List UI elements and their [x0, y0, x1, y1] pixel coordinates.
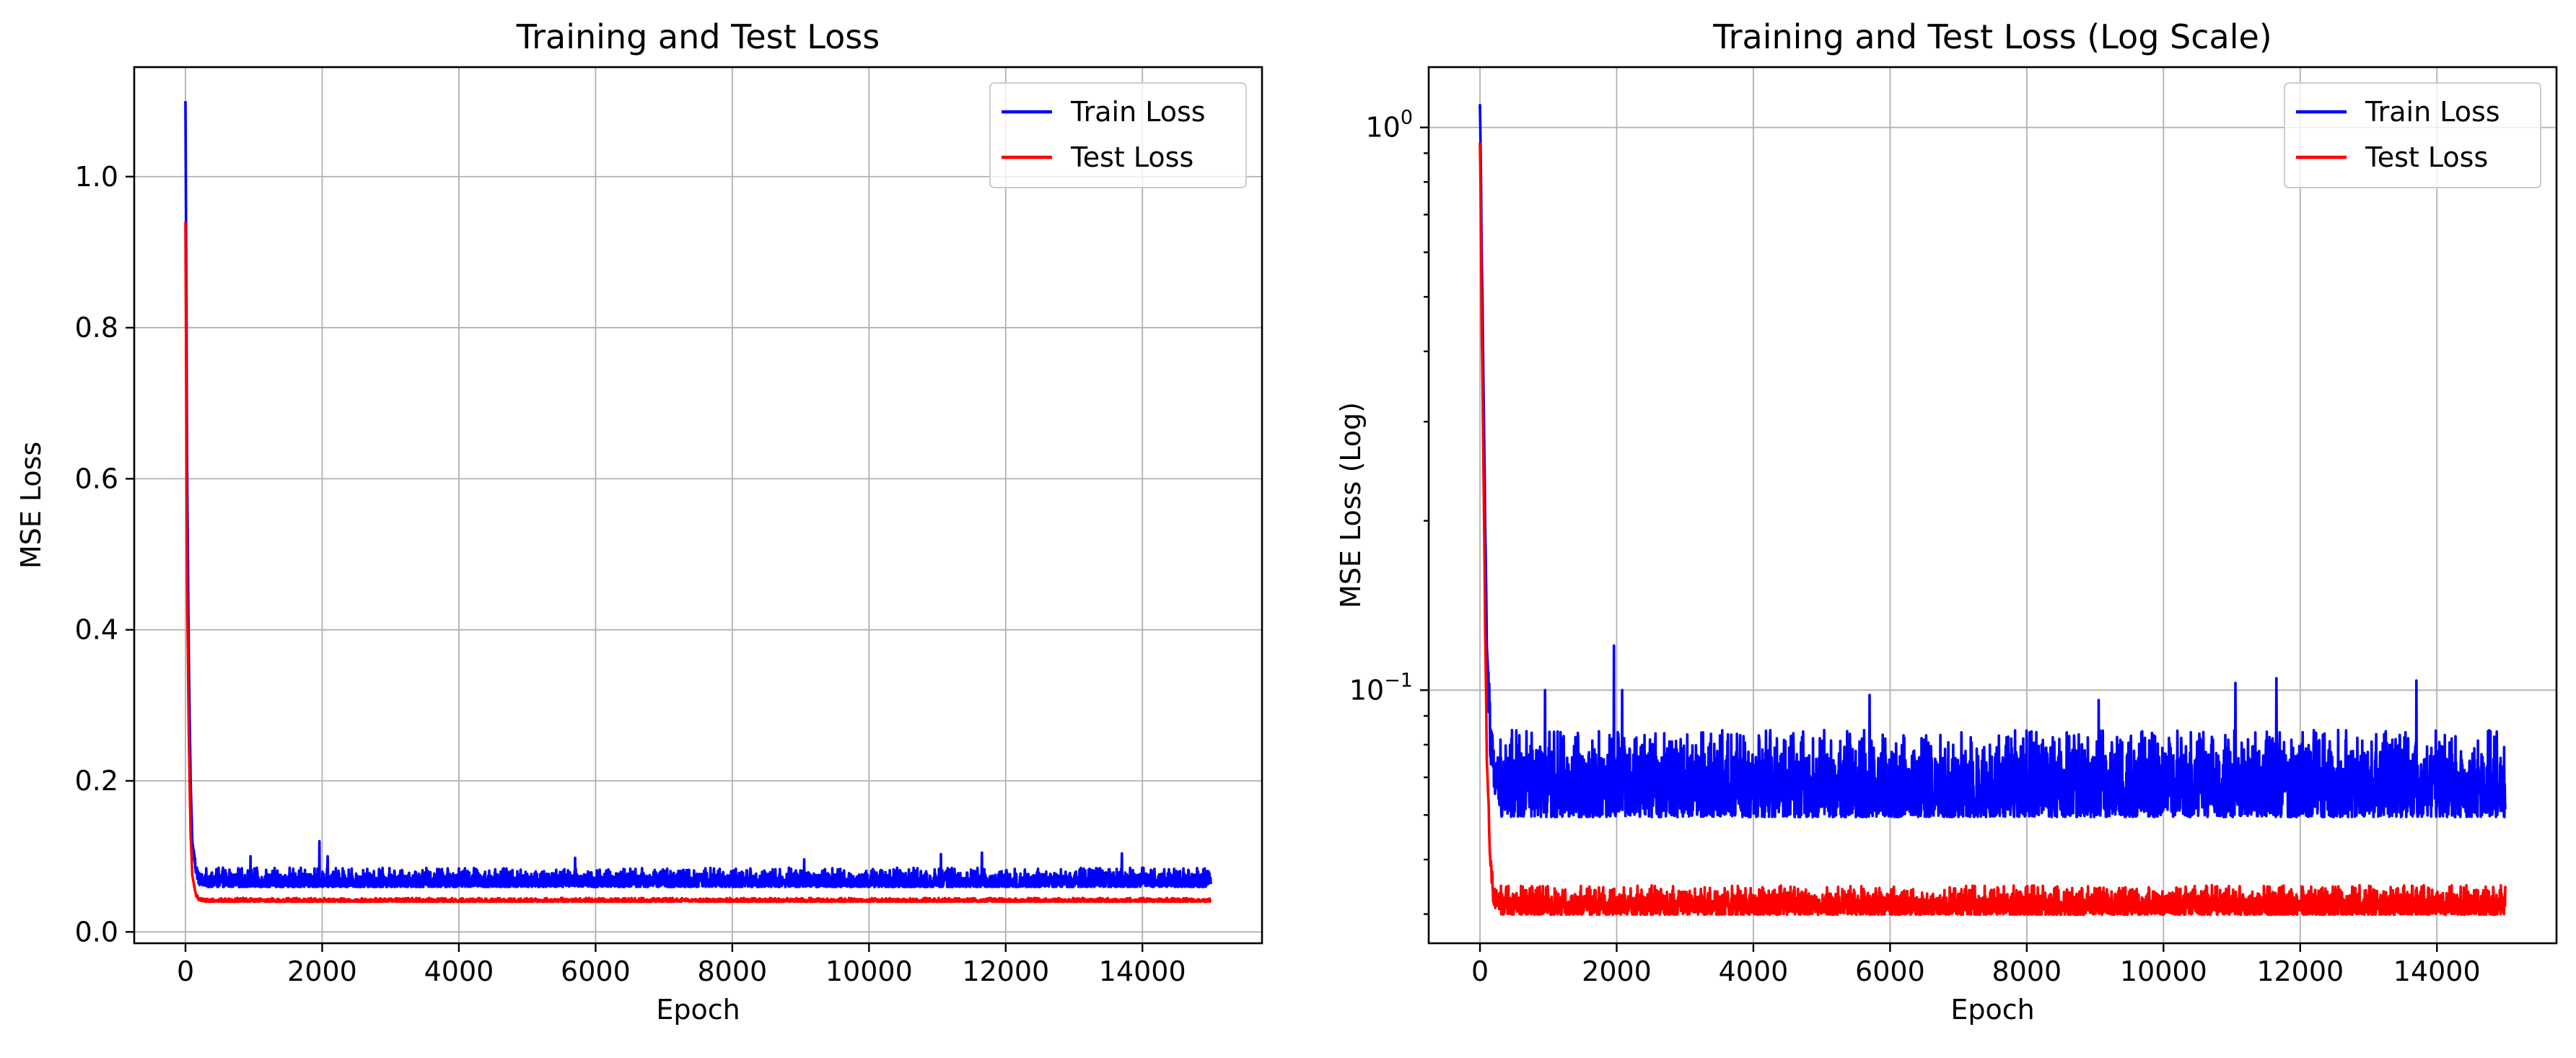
- y-tick-label: 0.0: [75, 916, 118, 948]
- y-axis: 0.0 0.2 0.4 0.6 0.8 1.0: [75, 161, 134, 948]
- legend-box: [989, 82, 1247, 188]
- legend: Train Loss Test Loss: [989, 82, 1247, 188]
- y-tick-label: 100: [1365, 107, 1413, 144]
- legend-label: Train Loss: [1070, 96, 1206, 128]
- x-tick-label: 12000: [962, 956, 1049, 987]
- y-axis-label: MSE Loss (Log): [1335, 402, 1367, 608]
- x-tick-label: 14000: [1099, 956, 1186, 987]
- legend-box: [2284, 82, 2541, 188]
- chart-title: Training and Test Loss: [516, 17, 880, 56]
- x-tick-label: 8000: [698, 956, 768, 987]
- x-tick-label: 0: [1471, 956, 1489, 987]
- series-group: [1478, 104, 2507, 917]
- x-tick-label: 14000: [2393, 956, 2481, 987]
- y-axis: 10−1 100: [1349, 107, 1429, 915]
- y-tick-label: 10−1: [1349, 669, 1413, 706]
- y-tick-label: 0.2: [75, 765, 118, 797]
- x-tick-label: 6000: [561, 956, 631, 987]
- y-tick-label: 1.0: [75, 161, 118, 193]
- series-line-test-loss: [1478, 142, 2507, 917]
- grid: [134, 67, 1262, 943]
- legend-label: Test Loss: [1070, 141, 1193, 173]
- x-axis: 0 2000 4000 6000 8000 10000 12000 14000: [1471, 943, 2481, 987]
- y-tick-label: 0.6: [75, 463, 118, 494]
- x-tick-label: 6000: [1855, 956, 1925, 987]
- x-tick-label: 10000: [825, 956, 913, 987]
- x-tick-label: 4000: [424, 956, 494, 987]
- x-tick-label: 10000: [2120, 956, 2207, 987]
- series-line-test-loss: [184, 222, 1212, 904]
- legend-label: Test Loss: [2365, 141, 2488, 173]
- series-line-train-loss: [1478, 104, 2507, 818]
- y-axis-label: MSE Loss: [15, 442, 47, 569]
- legend-label: Train Loss: [2365, 96, 2500, 128]
- x-axis: 0 2000 4000 6000 8000 10000 12000 14000: [177, 943, 1186, 987]
- log-loss-panel: 0 2000 4000 6000 8000 10000 12000 14000 10−1 100 E…: [1335, 17, 2558, 1026]
- y-tick-label: 0.4: [75, 614, 118, 646]
- x-tick-label: 8000: [1992, 956, 2062, 987]
- plot-frame: [133, 66, 1263, 945]
- legend: Train Loss Test Loss: [2284, 82, 2541, 188]
- x-tick-label: 4000: [1719, 956, 1789, 987]
- plot-frame: [1427, 66, 2558, 945]
- x-axis-label: Epoch: [656, 994, 740, 1026]
- x-tick-label: 2000: [1582, 956, 1652, 987]
- chart-title: Training and Test Loss (Log Scale): [1712, 17, 2271, 56]
- x-tick-label: 12000: [2256, 956, 2344, 987]
- series-group: [184, 101, 1212, 904]
- x-tick-label: 2000: [287, 956, 357, 987]
- x-tick-label: 0: [177, 956, 194, 987]
- y-tick-label: 0.8: [75, 312, 118, 344]
- x-axis-label: Epoch: [1950, 994, 2034, 1026]
- linear-loss-panel: 0 2000 4000 6000 8000 10000 12000 140000.00.20.…: [15, 17, 1263, 1026]
- series-line-train-loss: [184, 101, 1212, 888]
